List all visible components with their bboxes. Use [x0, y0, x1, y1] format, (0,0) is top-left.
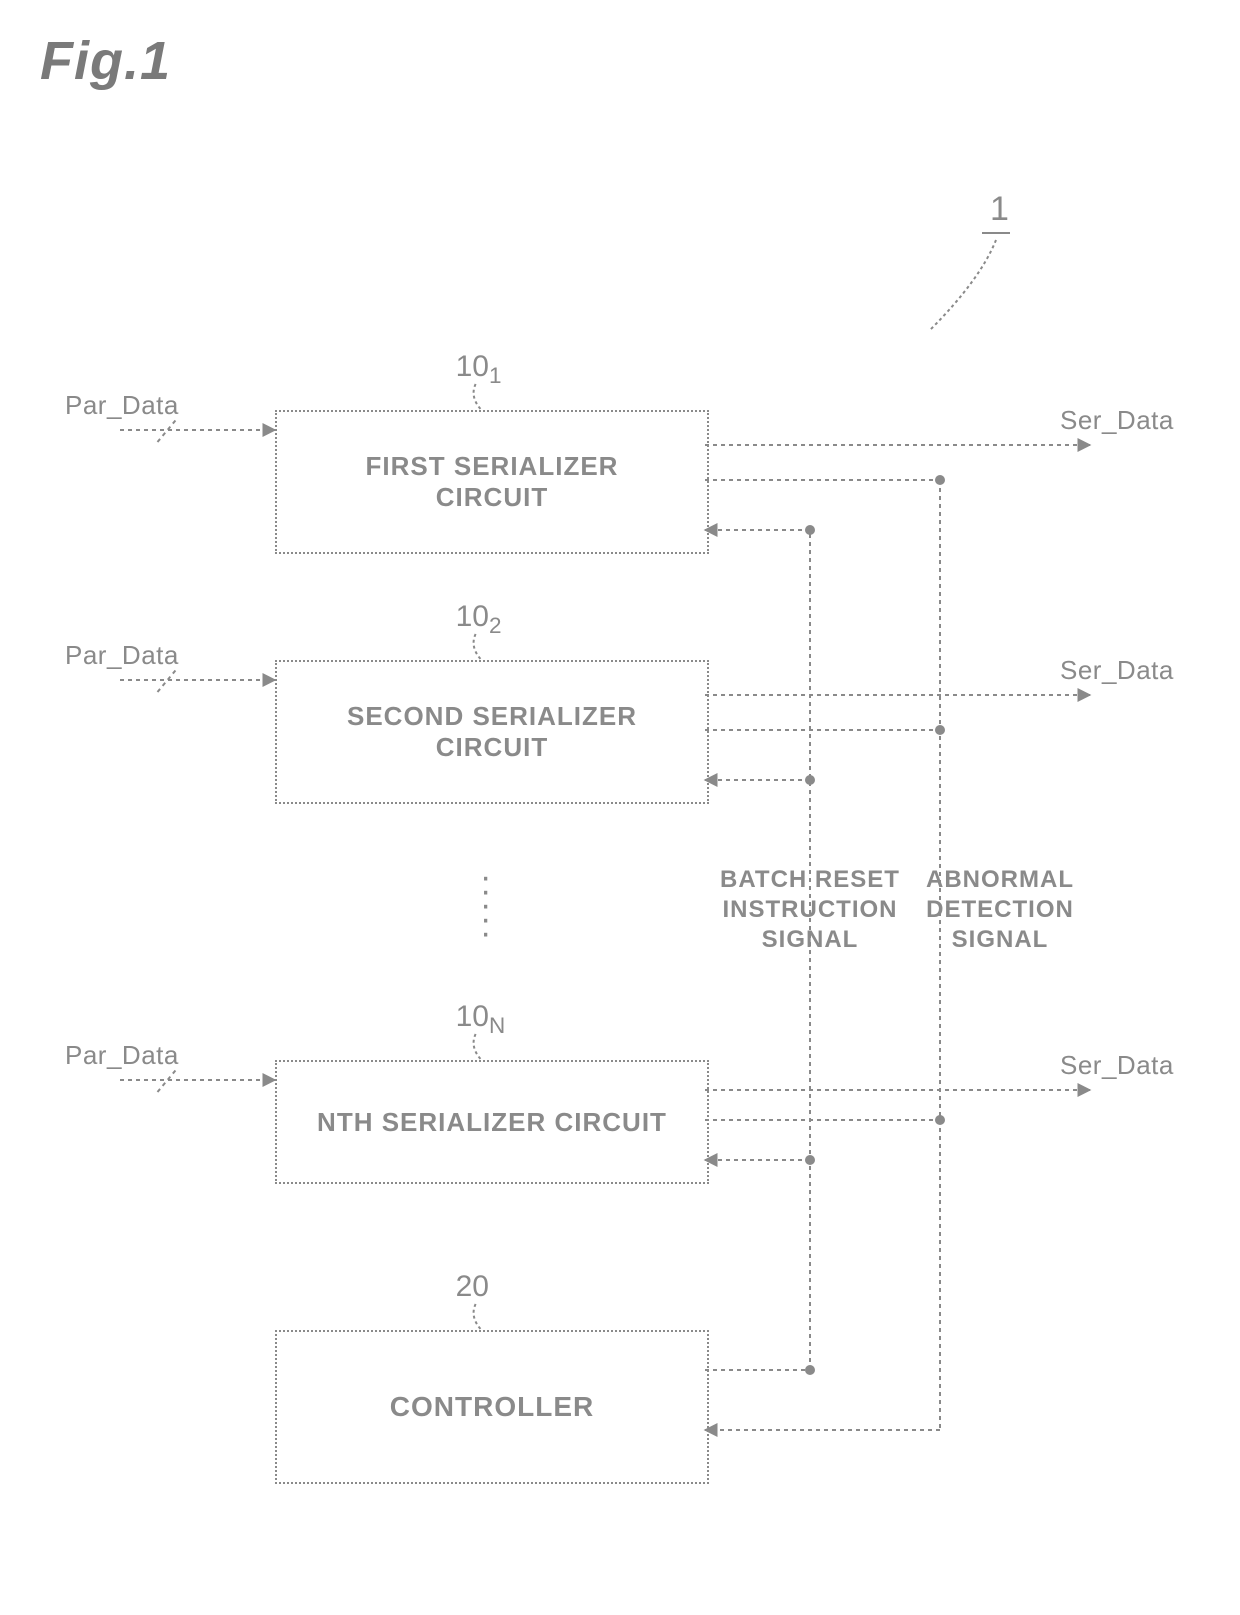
block-second-serializer: SECOND SERIALIZERCIRCUIT: [275, 660, 709, 804]
label-par-data-n: Par_Data: [65, 1040, 179, 1071]
ref-second-serializer: 102: [456, 600, 502, 639]
figure-title: Fig.1: [40, 30, 171, 92]
ref-first-serializer: 101: [456, 350, 502, 389]
diagram-canvas: Fig.1 1 FIRST SERIALIZERCIRCUIT SECOND S…: [0, 0, 1240, 1615]
label-ser-data-n: Ser_Data: [1060, 1050, 1174, 1081]
system-ref-underline: [982, 232, 1010, 234]
ellipsis-icon: ·····: [480, 870, 491, 940]
label-batch-reset-signal: BATCH RESETINSTRUCTIONSIGNAL: [700, 865, 920, 955]
system-ref-label: 1: [990, 190, 1009, 229]
block-first-serializer: FIRST SERIALIZERCIRCUIT: [275, 410, 709, 554]
ref-controller: 20: [456, 1270, 489, 1304]
label-par-data-1: Par_Data: [65, 390, 179, 421]
block-controller: CONTROLLER: [275, 1330, 709, 1484]
label-ser-data-1: Ser_Data: [1060, 405, 1174, 436]
ref-nth-serializer: 10N: [456, 1000, 506, 1039]
label-abnormal-detection-signal: ABNORMALDETECTIONSIGNAL: [890, 865, 1110, 955]
block-nth-serializer: NTH SERIALIZER CIRCUIT: [275, 1060, 709, 1184]
label-par-data-2: Par_Data: [65, 640, 179, 671]
label-ser-data-2: Ser_Data: [1060, 655, 1174, 686]
